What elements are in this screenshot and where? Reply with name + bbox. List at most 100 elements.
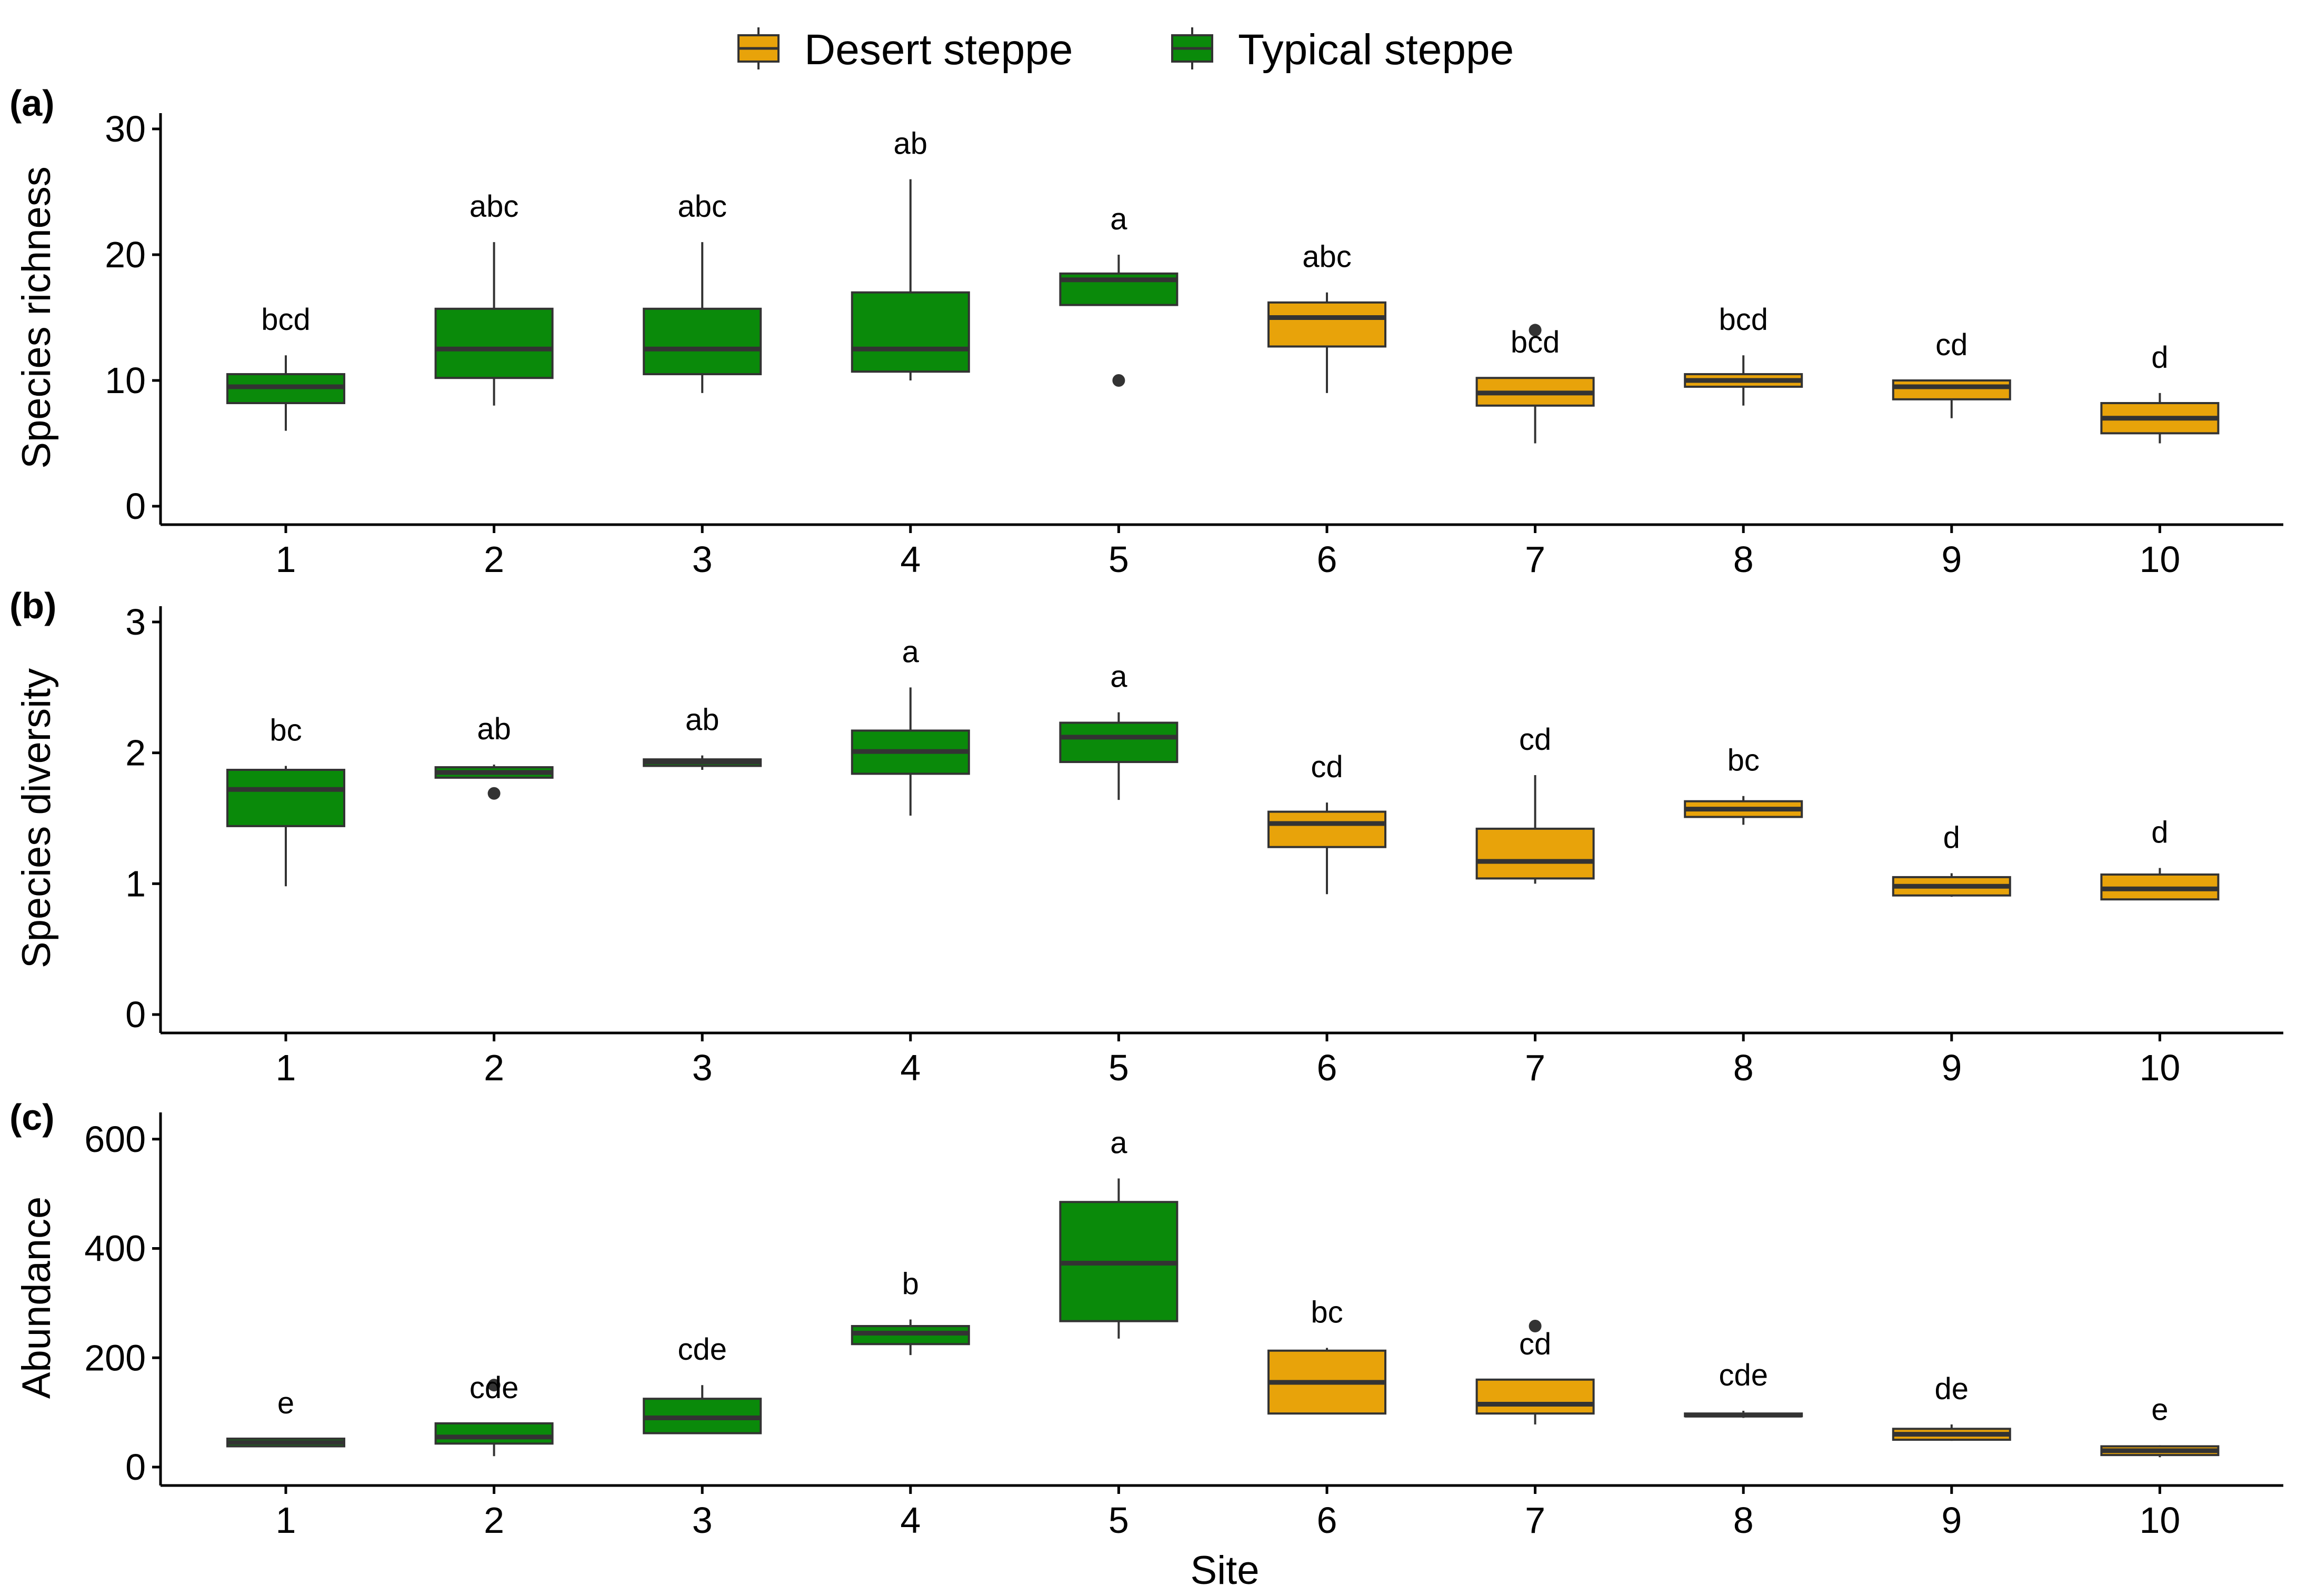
outlier-point [1529,324,1542,337]
x-tick-label: 4 [900,539,921,580]
significance-letter: e [2151,1392,2168,1427]
x-tick-label: 5 [1108,1047,1129,1088]
y-tick-label: 3 [125,601,146,643]
panel-tag: (a) [9,83,55,124]
significance-letter: abc [470,189,519,224]
x-tick-label: 10 [2139,1047,2180,1088]
significance-letter: d [2151,340,2168,375]
x-tick-label: 7 [1525,1047,1545,1088]
significance-letter: de [1935,1372,1969,1406]
x-tick-label: 6 [1317,1500,1337,1541]
box-site-4: b [851,1267,970,1356]
box-site-10: d [2100,340,2220,444]
significance-letter: ab [685,703,720,737]
box-site-3: ab [643,703,762,770]
x-tick-label: 9 [1941,1047,1962,1088]
y-tick-label: 10 [105,360,146,401]
box-site-9: de [1892,1372,2011,1441]
y-axis-title: Abundance [14,1197,59,1399]
box [1475,1378,1595,1415]
box [851,291,970,373]
x-tick-label: 9 [1941,539,1962,580]
y-tick-label: 0 [125,994,146,1035]
box-site-9: cd [1892,328,2011,418]
box-site-8: cde [1684,1358,1803,1418]
y-tick-label: 0 [125,486,146,527]
significance-letter: a [1110,660,1127,694]
x-tick-label: 4 [900,1047,921,1088]
x-axis-title: Site [1191,1548,1260,1593]
box-site-5: a [1059,202,1179,387]
box [1059,721,1179,764]
box [226,768,345,827]
significance-letter: b [902,1267,919,1301]
box [434,1422,554,1445]
significance-letter: bcd [261,303,311,337]
box-site-5: a [1059,1126,1179,1339]
panel-b: (b) 0 1 2 3 Species diversity 1 2 3 4 5 6 7 8 9 10 bc ab a… [9,585,2283,1088]
x-tick-label: 8 [1733,539,1754,580]
box-site-4: ab [851,127,970,380]
y-tick-label: 600 [84,1119,146,1160]
legend-label-desert: Desert steppe [804,26,1073,74]
box-site-2: ab [434,712,554,800]
y-tick-label: 200 [84,1337,146,1378]
box [434,307,554,379]
x-tick-label: 3 [692,539,713,580]
legend-item-typical: Typical steppe [1171,26,1514,74]
box-site-7: bcd [1475,324,1595,444]
x-tick-label: 7 [1525,539,1545,580]
box-site-2: abc [434,189,554,406]
y-tick-label: 2 [125,732,146,774]
box-site-7: cd [1475,1320,1595,1424]
y-tick-label: 0 [125,1447,146,1488]
significance-letter: bcd [1719,303,1768,337]
x-tick-label: 2 [484,539,504,580]
significance-letter: d [1943,820,1960,855]
x-tick-label: 7 [1525,1500,1545,1541]
box-site-10: e [2100,1392,2220,1458]
significance-letter: cde [677,1332,727,1367]
significance-letter: bc [1727,744,1760,778]
x-tick-label: 3 [692,1047,713,1088]
significance-letter: abc [1302,240,1352,274]
box [643,307,762,376]
box-site-4: a [851,635,970,816]
x-tick-label: 8 [1733,1500,1754,1541]
box-site-10: d [2100,815,2220,901]
significance-letter: bc [269,714,302,748]
significance-letter: a [1110,202,1127,236]
box-site-3: cde [643,1332,762,1434]
box-site-1: bcd [226,303,345,431]
x-tick-label: 5 [1108,1500,1129,1541]
box-site-1: bc [226,714,345,887]
x-tick-label: 2 [484,1047,504,1088]
significance-letter: a [1110,1126,1127,1160]
x-tick-label: 1 [276,1047,296,1088]
x-tick-label: 10 [2139,1500,2180,1541]
box-site-8: bc [1684,744,1803,825]
outlier-point [487,1379,501,1392]
x-tick-label: 3 [692,1500,713,1541]
box [1267,301,1386,348]
box-site-5: a [1059,660,1179,800]
legend-label-typical: Typical steppe [1238,26,1514,74]
x-tick-label: 6 [1317,539,1337,580]
box-site-6: cd [1267,750,1386,895]
box [1267,810,1386,848]
legend-item-desert: Desert steppe [737,26,1073,74]
box-site-1: e [226,1386,345,1448]
box [1475,827,1595,880]
significance-letter: cd [1935,328,1968,362]
x-tick-label: 1 [276,1500,296,1541]
panel-a: (a) 0 10 20 30 Species richness 1 2 3 4 5 6 7 8 9 10 bcd… [9,83,2283,580]
significance-letter: cde [470,1371,519,1405]
outlier-point [1112,374,1125,387]
panel-tag: (b) [9,585,56,626]
legend: Desert steppe Typical steppe [737,26,1514,74]
significance-letter: e [277,1386,294,1420]
y-axis-title: Species diversity [14,668,59,968]
y-axis-title: Species richness [14,166,59,469]
x-tick-label: 5 [1108,539,1129,580]
